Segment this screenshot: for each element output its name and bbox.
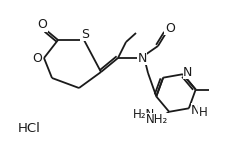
Text: HCl: HCl (18, 122, 41, 134)
Text: N: N (183, 66, 193, 79)
Text: H: H (198, 106, 207, 119)
Text: N: N (137, 52, 147, 64)
Text: O: O (165, 21, 175, 34)
Text: NH₂: NH₂ (146, 113, 168, 126)
Text: O: O (37, 18, 47, 31)
Text: N: N (191, 104, 201, 117)
Text: S: S (81, 27, 89, 40)
Text: H₂N: H₂N (133, 108, 155, 121)
Text: O: O (32, 52, 42, 64)
